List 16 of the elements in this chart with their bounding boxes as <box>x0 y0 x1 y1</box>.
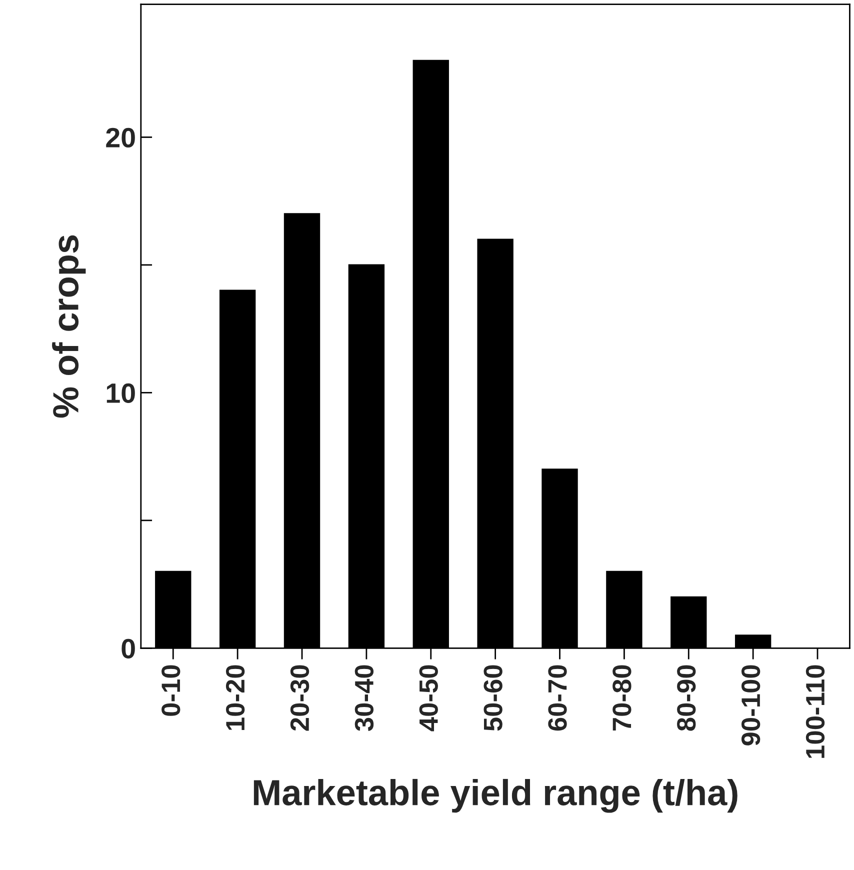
x-tick-label: 40-50 <box>419 665 438 732</box>
x-tick-label: 70-80 <box>612 665 632 730</box>
x-tick-label: 20-30 <box>290 665 310 731</box>
x-tick-label: 50-60 <box>484 665 502 731</box>
y-tick-label: 0 <box>122 638 135 658</box>
x-tick-label: 0-10 <box>162 665 180 716</box>
x-tick-label: 10-20 <box>226 665 245 730</box>
y-tick-label: 20 <box>106 128 135 148</box>
x-tick-label: 60-70 <box>548 665 567 731</box>
x-tick-label: 30-40 <box>354 665 374 731</box>
y-tick-label: 10 <box>106 383 135 404</box>
x-tick-label: 80-90 <box>677 665 696 731</box>
x-axis-title: Marketable yield range (t/ha) <box>254 778 738 813</box>
x-tick-label: 90-100 <box>741 665 760 746</box>
y-axis-title: % of crops <box>52 235 86 418</box>
x-tick-label: 100-110 <box>806 665 825 758</box>
